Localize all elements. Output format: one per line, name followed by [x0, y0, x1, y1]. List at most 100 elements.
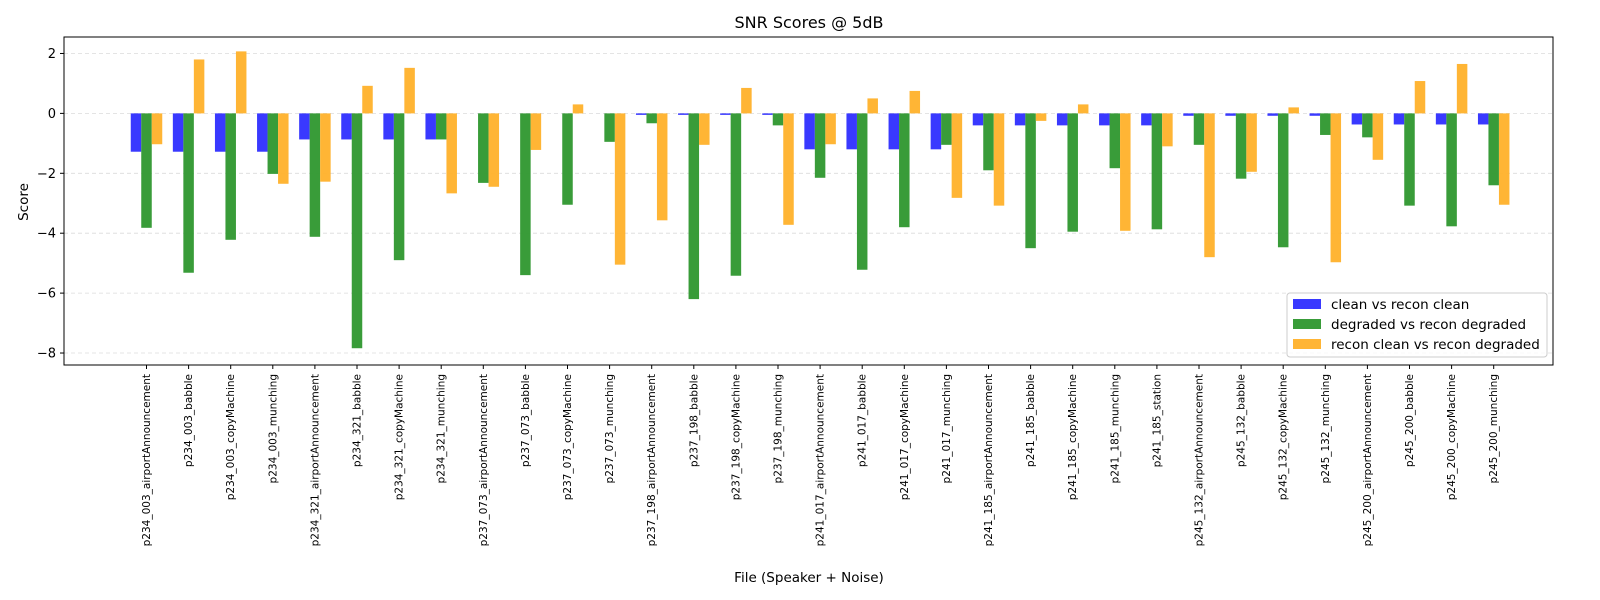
bars — [130, 51, 1510, 349]
bar — [1204, 113, 1215, 258]
bar — [278, 113, 289, 184]
legend-box — [1286, 292, 1548, 358]
x-tick-label: p234_321_airportAnnouncement — [309, 374, 321, 546]
bar — [1193, 113, 1205, 145]
x-tick-label: p237_198_copyMachine — [730, 374, 742, 500]
bar — [1277, 113, 1289, 248]
x-tick-label: p234_003_copyMachine — [225, 374, 237, 500]
y-tick-label: 2 — [48, 47, 56, 62]
x-tick-label: p245_200_airportAnnouncement — [1362, 374, 1374, 546]
bar — [1477, 113, 1489, 125]
bar — [1498, 113, 1510, 205]
bar — [899, 113, 910, 228]
x-tick-label: p237_073_munching — [604, 374, 616, 483]
bar — [1225, 113, 1236, 116]
x-tick-label: p245_132_munching — [1320, 374, 1332, 483]
bar — [1067, 113, 1078, 232]
bar — [1456, 63, 1468, 114]
bar — [1404, 113, 1415, 206]
x-tick-label: p241_185_copyMachine — [1067, 374, 1079, 500]
x-tick-label: p237_198_munching — [773, 374, 785, 483]
x-tick-label: p237_073_babble — [520, 374, 532, 467]
x-tick-label: p241_017_copyMachine — [899, 374, 911, 500]
bar — [1120, 113, 1131, 231]
bar — [1246, 113, 1257, 172]
bar — [530, 113, 542, 150]
bar — [1109, 113, 1121, 169]
x-tick-label: p234_321_babble — [352, 374, 364, 467]
y-axis: 2 0 −2 −4 −6 −8 — [37, 47, 64, 362]
x-tick-label: p245_200_babble — [1404, 374, 1416, 467]
bar — [1077, 104, 1089, 114]
bar — [267, 113, 279, 174]
bar — [446, 113, 457, 194]
bar — [1025, 113, 1036, 249]
bar — [814, 113, 826, 178]
plot-frame — [63, 36, 1554, 366]
bar — [362, 85, 373, 114]
bar — [1141, 113, 1152, 126]
bar — [604, 113, 615, 142]
x-tick-label: p237_198_airportAnnouncement — [646, 374, 658, 546]
bar — [393, 113, 405, 261]
bar — [235, 51, 247, 114]
bar — [351, 113, 363, 349]
bar — [888, 113, 900, 150]
x-tick-label: p237_073_airportAnnouncement — [478, 374, 490, 546]
bar — [1393, 113, 1405, 125]
bar — [225, 113, 236, 240]
bar — [193, 59, 205, 114]
bar — [720, 113, 731, 115]
bar — [783, 113, 794, 225]
bar — [183, 113, 194, 273]
bar — [614, 113, 626, 265]
bar — [1351, 113, 1363, 125]
bar — [1235, 113, 1247, 179]
y-tick-label: −8 — [37, 347, 56, 362]
bar — [656, 113, 668, 221]
bar — [678, 113, 689, 115]
x-tick-label: p237_198_babble — [688, 374, 700, 467]
chart-title: SNR Scores @ 5dB — [735, 13, 884, 32]
y-tick-label: −4 — [37, 227, 56, 242]
bar — [1183, 113, 1194, 116]
bar — [972, 113, 984, 126]
legend-label: clean vs recon clean — [1331, 297, 1469, 313]
x-tick-label: p237_073_copyMachine — [562, 374, 574, 500]
bar — [320, 113, 331, 182]
x-tick-label: p234_003_airportAnnouncement — [141, 374, 153, 546]
bar — [520, 113, 531, 276]
bar — [257, 113, 268, 152]
legend-swatch — [1293, 299, 1321, 309]
bar — [1151, 113, 1163, 230]
bar — [1330, 113, 1342, 263]
legend-label: degraded vs recon degraded — [1331, 317, 1526, 333]
bar — [1099, 113, 1110, 126]
bar — [1056, 113, 1068, 126]
legend-swatch — [1293, 319, 1321, 329]
x-tick-label: p234_003_munching — [267, 374, 279, 483]
bar — [151, 113, 163, 145]
x-tick-label: p245_200_copyMachine — [1446, 374, 1458, 500]
y-axis-title: Score — [16, 183, 32, 221]
bar — [1488, 113, 1499, 186]
bar — [130, 113, 142, 152]
bar — [646, 113, 657, 124]
x-tick-label: p241_017_airportAnnouncement — [815, 374, 827, 546]
bar — [983, 113, 994, 171]
x-tick-label: p241_185_munching — [1109, 374, 1121, 483]
y-tick-label: −6 — [37, 287, 56, 302]
x-tick-label: p234_321_copyMachine — [394, 374, 406, 500]
bar — [1267, 113, 1278, 116]
bar — [930, 113, 942, 150]
x-tick-label: p241_017_babble — [857, 374, 869, 467]
x-axis: p234_003_airportAnnouncement p234_003_bab… — [141, 365, 1500, 546]
bar — [1309, 113, 1321, 116]
bar — [1362, 113, 1373, 138]
bar — [1372, 113, 1384, 160]
y-tick-label: 0 — [48, 107, 56, 122]
bar — [309, 113, 321, 237]
bar — [762, 113, 773, 115]
bar — [425, 113, 436, 140]
x-tick-label: p245_132_babble — [1236, 374, 1248, 467]
